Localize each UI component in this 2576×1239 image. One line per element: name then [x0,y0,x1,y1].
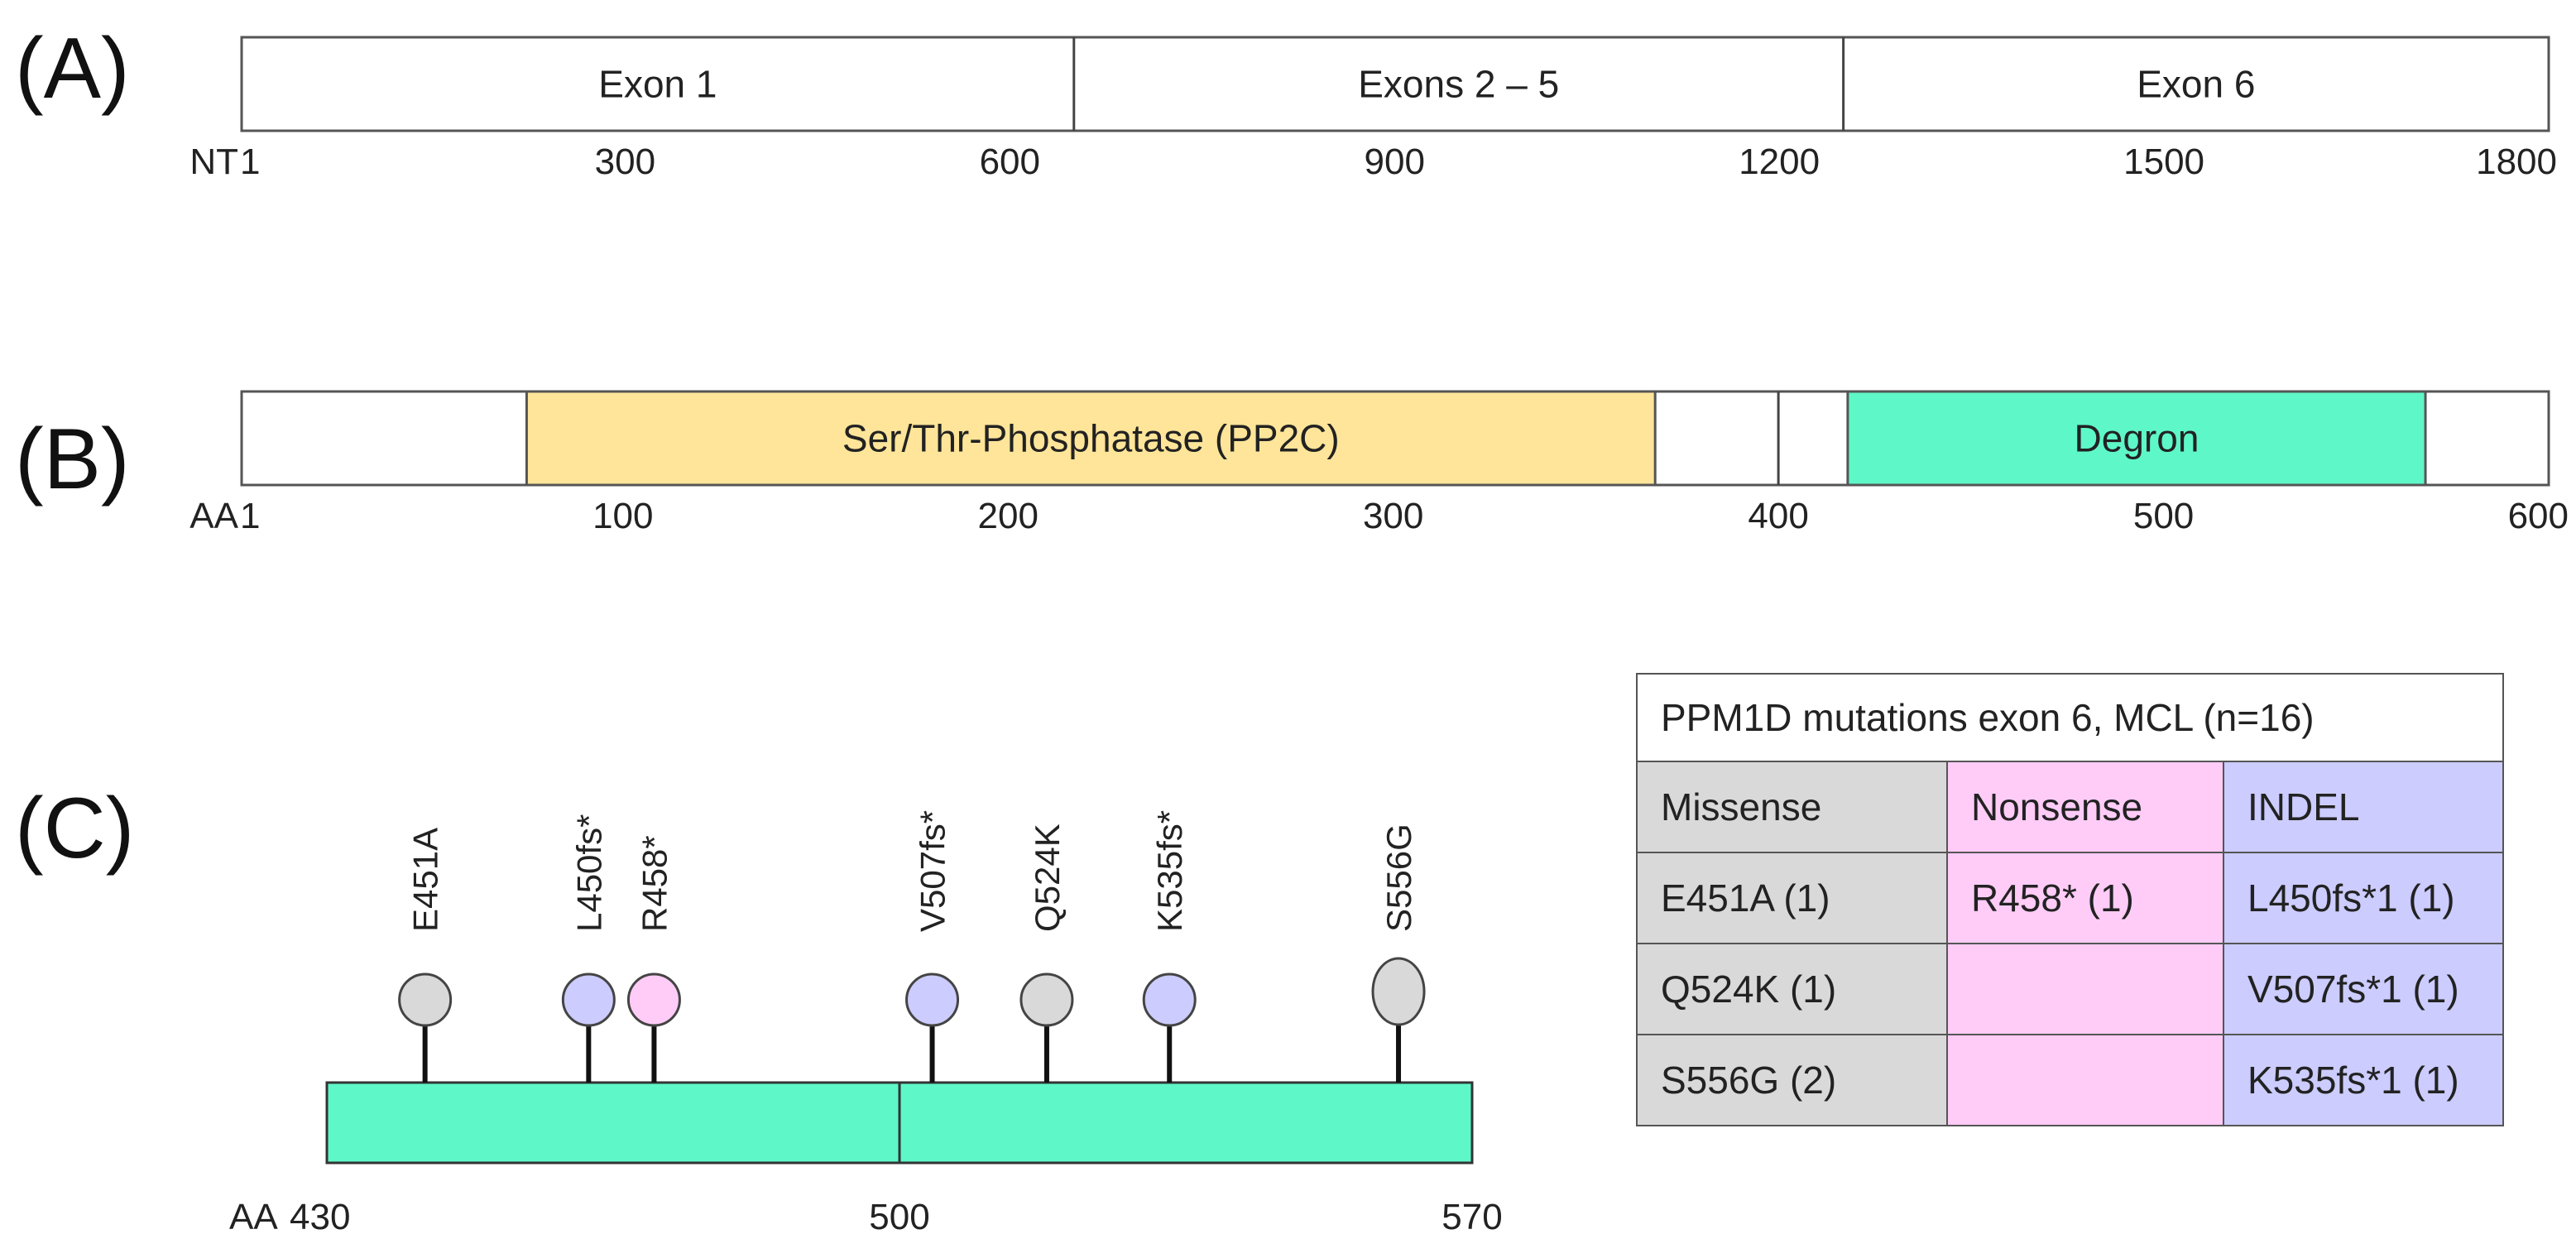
tick-label: 900 [1365,142,1425,182]
table-cell: L450fs*1 (1) [2223,852,2504,944]
table-title-row: PPM1D mutations exon 6, MCL (n=16) [1636,673,2504,762]
lollipop-head [1019,972,1074,1027]
table-header-nonsense: Nonsense [1946,761,2224,853]
lollipop-head [905,972,960,1027]
tick-label: 1 [240,142,260,182]
lollipop-head [626,972,681,1027]
tick-label: 600 [980,142,1040,182]
axis-prefix-aa: AA [229,1197,278,1237]
domain-box [1846,390,2427,487]
tick-label: 300 [1363,496,1423,536]
tick-label: 600 [2508,496,2569,536]
table-row: Q524K (1) V507fs*1 (1) [1636,943,2504,1035]
mutation-label: S556G [1379,824,1418,932]
exon-label: Exons 2 – 5 [1358,63,1559,106]
tick-label: 1500 [2123,142,2204,182]
domain-label: Degron [2075,417,2199,460]
mutation-label: E451A [406,828,445,932]
tick-label: 570 [1442,1197,1502,1237]
lollipop-head [1142,972,1197,1027]
tick-label: 430 [290,1197,350,1237]
table-cell [1946,943,2224,1035]
table-header-row: Missense Nonsense INDEL [1636,761,2504,853]
exon-label: Exon 1 [598,63,717,106]
table-header-missense: Missense [1636,761,1948,853]
mutation-label: R458* [635,835,674,932]
table-header-indel: INDEL [2223,761,2504,853]
tick-label: 500 [869,1197,929,1237]
mutation-label: V507fs* [914,810,952,932]
table-cell: V507fs*1 (1) [2223,943,2504,1035]
table-cell: K535fs*1 (1) [2223,1034,2504,1126]
table-cell [1946,1034,2224,1126]
table-cell: E451A (1) [1636,852,1948,944]
table-row: E451A (1) R458* (1) L450fs*1 (1) [1636,852,2504,944]
domain-box [525,390,1657,487]
mutation-table: PPM1D mutations exon 6, MCL (n=16) Misse… [1636,673,2504,1126]
axis-prefix-aa: AA [189,496,238,536]
lollipop-head [1371,957,1426,1026]
panel-a-exon-map: Exon 1 Exons 2 – 5 Exon 6 NT 1 300 600 900 1200 1… [189,36,2557,182]
mutation-label: K535fs* [1150,810,1189,932]
tick-label: 300 [595,142,655,182]
tick-label: 1200 [1739,142,1820,182]
tick-label: 1 [240,496,260,536]
axis-prefix-nt: NT [189,142,238,182]
tick-label: 500 [2133,496,2194,536]
tick-label: 200 [978,496,1039,536]
tick-label: 1800 [2476,142,2557,182]
lollipop-head [561,972,616,1027]
lollipop-head [398,972,453,1027]
table-cell: R458* (1) [1946,852,2224,944]
table-cell: Q524K (1) [1636,943,1948,1035]
panel-b-protein-domains: Ser/Thr-Phosphatase (PP2C) Degron AA 1 100 20… [189,390,2569,536]
panel-c-lollipop-plot: E451A L450fs* R458* V507fs* Q524K K535fs* S556… [229,810,1503,1237]
tick-label: 100 [592,496,653,536]
tick-label: 400 [1748,496,1808,536]
exon-label: Exon 6 [2137,63,2255,106]
table-row: S556G (2) K535fs*1 (1) [1636,1034,2504,1126]
exon-track [240,36,2550,132]
panel-label-a: (A) [15,21,130,117]
panel-label-c: (C) [15,780,134,876]
domain-label: Ser/Thr-Phosphatase (PP2C) [842,417,1340,460]
mutation-label: Q524K [1028,824,1067,932]
table-cell: S556G (2) [1636,1034,1948,1126]
mutation-label: L450fs* [569,814,608,932]
table-title: PPM1D mutations exon 6, MCL (n=16) [1636,673,2504,762]
panel-label-b: (B) [15,411,130,507]
